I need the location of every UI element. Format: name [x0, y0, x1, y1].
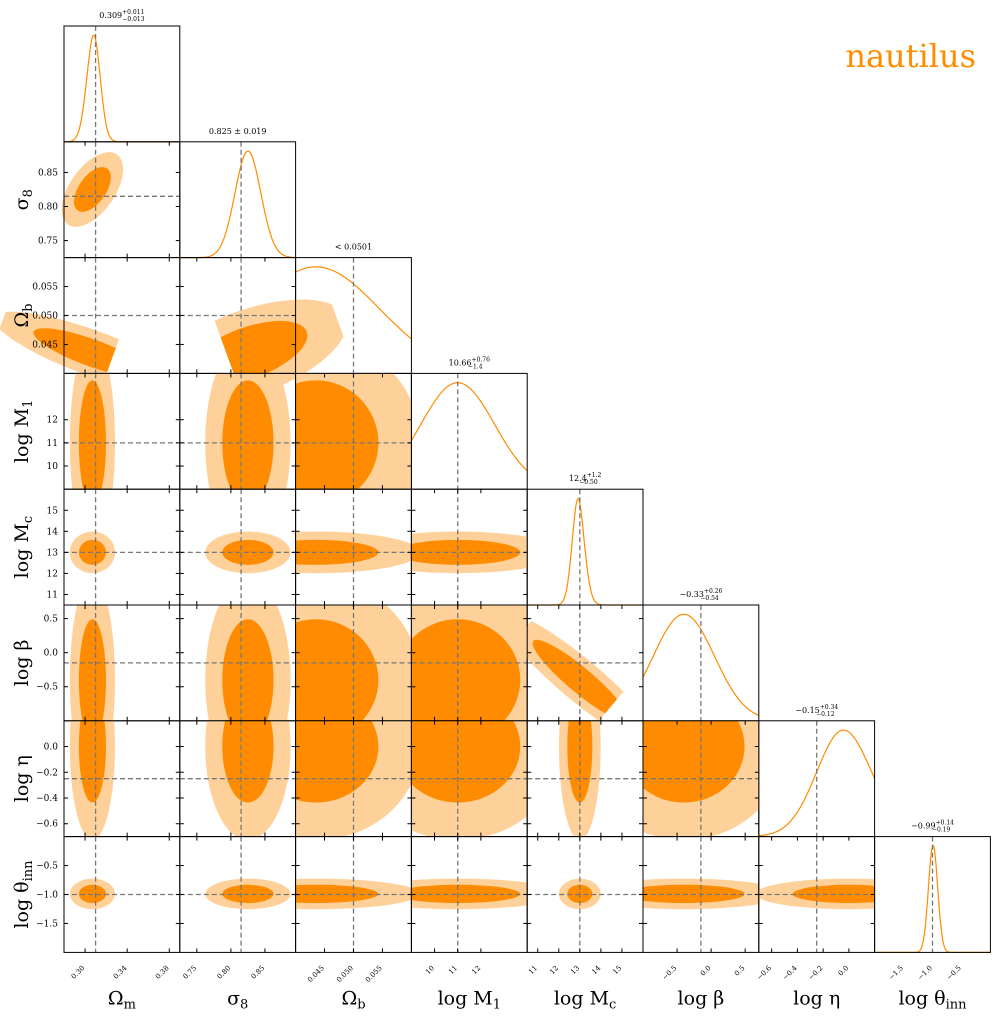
- summary-theta: −0.99+0.14 −0.19: [911, 820, 954, 834]
- x-axis-title-beta: log β: [678, 987, 725, 1009]
- x-tick-label-ob: 0.055: [364, 964, 384, 984]
- x-tick-label-theta: −1.5: [887, 964, 905, 982]
- y-tick-label-eta: −0.6: [36, 820, 58, 830]
- y-tick-label-m1: 11: [47, 439, 58, 449]
- contour-inner-ob-eta: [295, 720, 379, 803]
- contour-inner-om-beta: [78, 619, 106, 721]
- marginal-curve-om: [64, 34, 180, 143]
- x-tick-label-theta: −0.5: [945, 964, 963, 982]
- y-tick-label-m1: 10: [47, 462, 59, 472]
- x-tick-label-mc: 11: [527, 964, 539, 976]
- contour-inner-m1-beta: [411, 619, 521, 721]
- x-axis-title-eta: log η: [793, 987, 840, 1009]
- y-axis-title-eta: log η: [11, 755, 33, 802]
- contour-inner-om-s8: [74, 167, 111, 212]
- y-tick-label-eta: 0.0: [44, 743, 59, 753]
- y-axis-title-m1: log M1: [11, 400, 36, 463]
- x-axis-title-mc: log Mc: [554, 987, 616, 1012]
- contour-inner-m1-theta: [411, 884, 521, 904]
- x-tick-label-m1: 11: [447, 964, 459, 976]
- panel-frame-om: [63, 25, 181, 143]
- y-tick-label-ob: 0.055: [32, 283, 58, 293]
- x-axis-title-ob: Ωb: [341, 987, 365, 1012]
- panel-frame-s8: [179, 141, 297, 259]
- x-tick-label-mc: 14: [590, 964, 602, 976]
- y-tick-label-beta: −0.5: [36, 683, 58, 693]
- x-tick-label-s8: 0.85: [250, 964, 267, 981]
- y-tick-label-ob: 0.045: [32, 340, 58, 350]
- y-tick-label-mc: 11: [47, 590, 58, 600]
- y-tick-label-s8: 0.80: [38, 203, 58, 213]
- y-tick-label-s8: 0.85: [38, 168, 58, 178]
- contour-inner-beta-eta: [643, 720, 745, 803]
- x-tick-label-eta: −0.6: [755, 964, 773, 982]
- summary-ob: < 0.0501: [335, 243, 372, 252]
- summary-mc: 12.4+1.2 −0.50: [569, 472, 602, 486]
- y-tick-label-ob: 0.050: [32, 312, 58, 322]
- y-tick-label-theta: −1.5: [36, 919, 58, 929]
- summary-om: 0.309+0.011 −0.013: [99, 9, 145, 23]
- y-axis-title-ob: Ωb: [11, 303, 36, 327]
- y-tick-label-theta: −0.5: [36, 862, 58, 872]
- y-axis-title-theta: log θinn: [11, 860, 36, 929]
- contour-inner-om-eta: [78, 720, 106, 803]
- y-axis-title-s8: σ8: [11, 189, 36, 210]
- y-tick-label-eta: −0.4: [36, 794, 58, 804]
- panel-frame-m1: [410, 372, 528, 490]
- summary-eta: −0.15+0.34 −0.12: [795, 704, 838, 718]
- contour-inner-m1-mc: [411, 539, 521, 565]
- x-tick-label-mc: 15: [611, 964, 623, 976]
- x-tick-label-eta: −0.2: [807, 964, 825, 982]
- marginal-curve-s8: [179, 150, 296, 259]
- x-tick-label-ob: 0.050: [335, 964, 355, 984]
- y-tick-label-mc: 15: [47, 506, 59, 516]
- contour-inner-s8-m1: [222, 380, 274, 490]
- y-tick-label-theta: −1.0: [36, 891, 58, 901]
- x-tick-label-mc: 12: [548, 964, 560, 976]
- y-tick-label-eta: −0.2: [36, 768, 58, 778]
- brand-label: nautilus: [845, 37, 976, 75]
- y-axis-title-mc: log Mc: [11, 516, 36, 578]
- x-tick-label-om: 0.30: [70, 964, 87, 981]
- x-tick-label-theta: −1.0: [916, 964, 934, 982]
- summary-beta: −0.33+0.26 −0.54: [679, 588, 722, 602]
- x-tick-label-m1: 10: [424, 964, 436, 976]
- summary-s8: 0.825 ± 0.019: [209, 127, 267, 136]
- x-tick-label-beta: −0.5: [661, 964, 679, 982]
- x-tick-label-m1: 12: [470, 964, 482, 976]
- x-tick-label-s8: 0.80: [216, 964, 233, 981]
- contour-inner-s8-beta: [222, 619, 274, 721]
- y-tick-label-beta: 0.0: [44, 649, 59, 659]
- y-tick-label-mc: 13: [47, 548, 59, 558]
- x-tick-label-beta: 0.5: [733, 964, 747, 978]
- y-tick-label-s8: 0.75: [38, 237, 58, 247]
- y-axis-title-beta: log β: [11, 640, 33, 687]
- contour-inner-s8-eta: [222, 720, 274, 803]
- y-tick-label-beta: 0.5: [44, 615, 59, 625]
- x-axis-title-theta: log θinn: [898, 987, 967, 1012]
- y-tick-label-mc: 14: [47, 527, 59, 537]
- x-tick-label-eta: 0.0: [837, 964, 851, 978]
- x-tick-label-eta: −0.4: [781, 964, 799, 982]
- x-tick-label-s8: 0.75: [182, 964, 199, 981]
- x-tick-label-om: 0.34: [112, 964, 129, 981]
- x-axis-title-om: Ωm: [108, 987, 136, 1012]
- contour-inner-om-m1: [78, 380, 106, 490]
- y-tick-label-mc: 12: [47, 569, 58, 579]
- contour-inner-ob-beta: [295, 619, 379, 721]
- x-axis-title-s8: σ8: [227, 987, 248, 1012]
- x-axis-title-m1: log M1: [438, 987, 501, 1012]
- x-tick-label-om: 0.38: [154, 964, 171, 981]
- x-tick-label-ob: 0.045: [306, 964, 326, 984]
- summary-m1: 10.66+0.76 −1.4: [449, 356, 490, 370]
- marginal-curve-mc: [527, 497, 643, 606]
- y-tick-label-m1: 12: [47, 416, 58, 426]
- x-tick-label-mc: 13: [569, 964, 581, 976]
- contour-inner-m1-eta: [411, 720, 521, 803]
- contour-inner-ob-m1: [295, 380, 379, 490]
- marginal-curve-m1: [410, 382, 528, 472]
- x-tick-label-beta: 0.0: [699, 964, 713, 978]
